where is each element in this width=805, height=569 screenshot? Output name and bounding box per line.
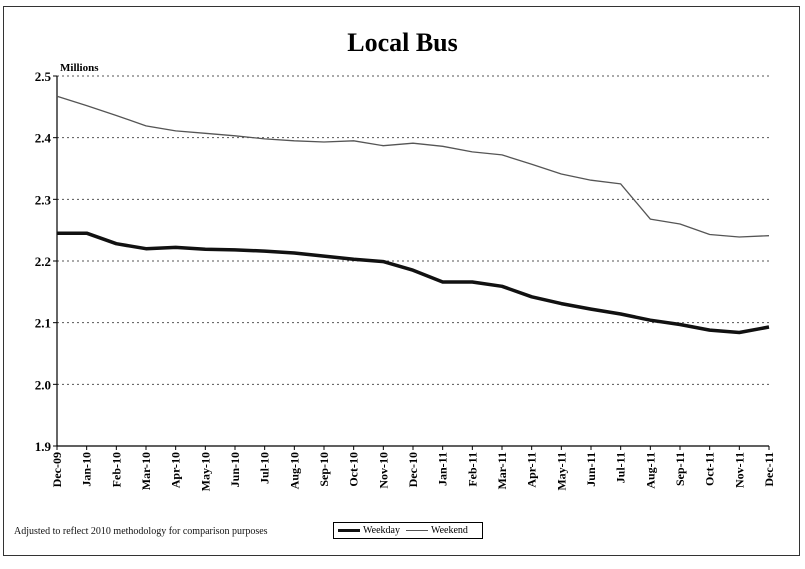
x-tick-label: Apr-10 bbox=[169, 452, 183, 488]
footnote: Adjusted to reflect 2010 methodology for… bbox=[14, 526, 268, 537]
chart-title: Local Bus bbox=[347, 28, 458, 57]
x-tick-label: May-10 bbox=[198, 452, 212, 491]
x-tick-label: Apr-11 bbox=[525, 452, 539, 488]
y-tick-label: 1.9 bbox=[35, 439, 52, 454]
x-tick-label: Jun-11 bbox=[584, 452, 598, 487]
x-tick-label: Jan-11 bbox=[436, 452, 450, 486]
series-line-weekend bbox=[56, 95, 770, 238]
y-tick-label: 2.0 bbox=[35, 377, 51, 392]
x-tick-label: Feb-10 bbox=[109, 452, 123, 487]
x-tick-label: Jun-10 bbox=[228, 452, 242, 487]
x-tick-label: Sep-11 bbox=[673, 452, 687, 486]
x-tick-label: May-11 bbox=[554, 452, 568, 491]
x-tick-label: Oct-11 bbox=[703, 452, 717, 486]
x-tick-label: Nov-11 bbox=[732, 452, 746, 488]
x-tick-label: Aug-10 bbox=[287, 452, 301, 489]
x-tick-label: Nov-10 bbox=[376, 452, 390, 489]
legend-swatch-weekend bbox=[405, 530, 428, 531]
y-tick-label: 2.4 bbox=[35, 131, 52, 146]
x-tick-label: Sep-10 bbox=[317, 452, 331, 487]
y-tick-label: 2.3 bbox=[35, 192, 52, 207]
series-line-weekday bbox=[57, 231, 770, 335]
x-tick-label: Jul-10 bbox=[258, 452, 272, 484]
legend-label-weekend: Weekend bbox=[430, 525, 468, 536]
x-tick-label: Jul-11 bbox=[614, 452, 628, 483]
x-tick-label: Mar-10 bbox=[139, 452, 153, 490]
chart-frame bbox=[3, 6, 800, 556]
x-tick-label: Dec-10 bbox=[406, 452, 420, 487]
legend-label-weekday: Weekday bbox=[363, 525, 400, 536]
x-tick-label: Dec-11 bbox=[762, 452, 776, 487]
x-tick-label: Dec-09 bbox=[50, 452, 64, 487]
legend-swatch-weekday bbox=[338, 529, 360, 532]
legend: Weekday Weekend bbox=[333, 522, 483, 539]
x-tick-label: Feb-11 bbox=[465, 452, 479, 487]
x-tick-label: Aug-11 bbox=[643, 452, 657, 489]
y-tick-label: 2.2 bbox=[35, 254, 51, 269]
x-tick-label: Mar-11 bbox=[495, 452, 509, 490]
x-tick-label: Oct-10 bbox=[347, 452, 361, 487]
x-tick-label: Jan-10 bbox=[80, 452, 94, 487]
y-tick-label: 2.5 bbox=[35, 69, 52, 84]
y-tick-label: 2.1 bbox=[35, 316, 51, 331]
y-axis-units-label: Millions bbox=[60, 62, 99, 74]
